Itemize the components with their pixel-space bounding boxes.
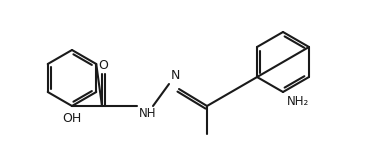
Text: NH₂: NH₂ (287, 95, 309, 108)
Text: NH: NH (139, 107, 156, 120)
Text: OH: OH (62, 112, 82, 125)
Text: N: N (171, 69, 180, 82)
Text: O: O (98, 59, 108, 72)
